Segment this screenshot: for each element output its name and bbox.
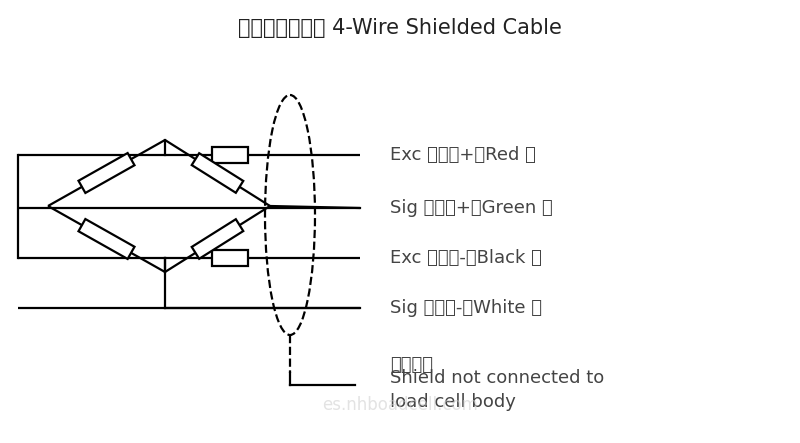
Polygon shape <box>78 219 134 259</box>
Text: Exc 激励（-）Black 黑: Exc 激励（-）Black 黑 <box>390 249 542 267</box>
Text: 屏蔽地线: 屏蔽地线 <box>390 356 433 374</box>
Bar <box>212 147 248 163</box>
Polygon shape <box>192 219 243 259</box>
Bar <box>212 250 248 266</box>
Text: es.nhboadcell.com: es.nhboadcell.com <box>322 396 478 414</box>
Text: Shield not connected to
load cell body: Shield not connected to load cell body <box>390 369 604 411</box>
Polygon shape <box>78 153 134 193</box>
Text: Exc 激励（+）Red 红: Exc 激励（+）Red 红 <box>390 146 536 164</box>
Polygon shape <box>192 153 243 193</box>
Text: Sig 信号（+）Green 绿: Sig 信号（+）Green 绿 <box>390 199 553 217</box>
Text: 四芯屏蔽电缆线 4-Wire Shielded Cable: 四芯屏蔽电缆线 4-Wire Shielded Cable <box>238 18 562 38</box>
Text: Sig 信号（-）White 白: Sig 信号（-）White 白 <box>390 299 542 317</box>
